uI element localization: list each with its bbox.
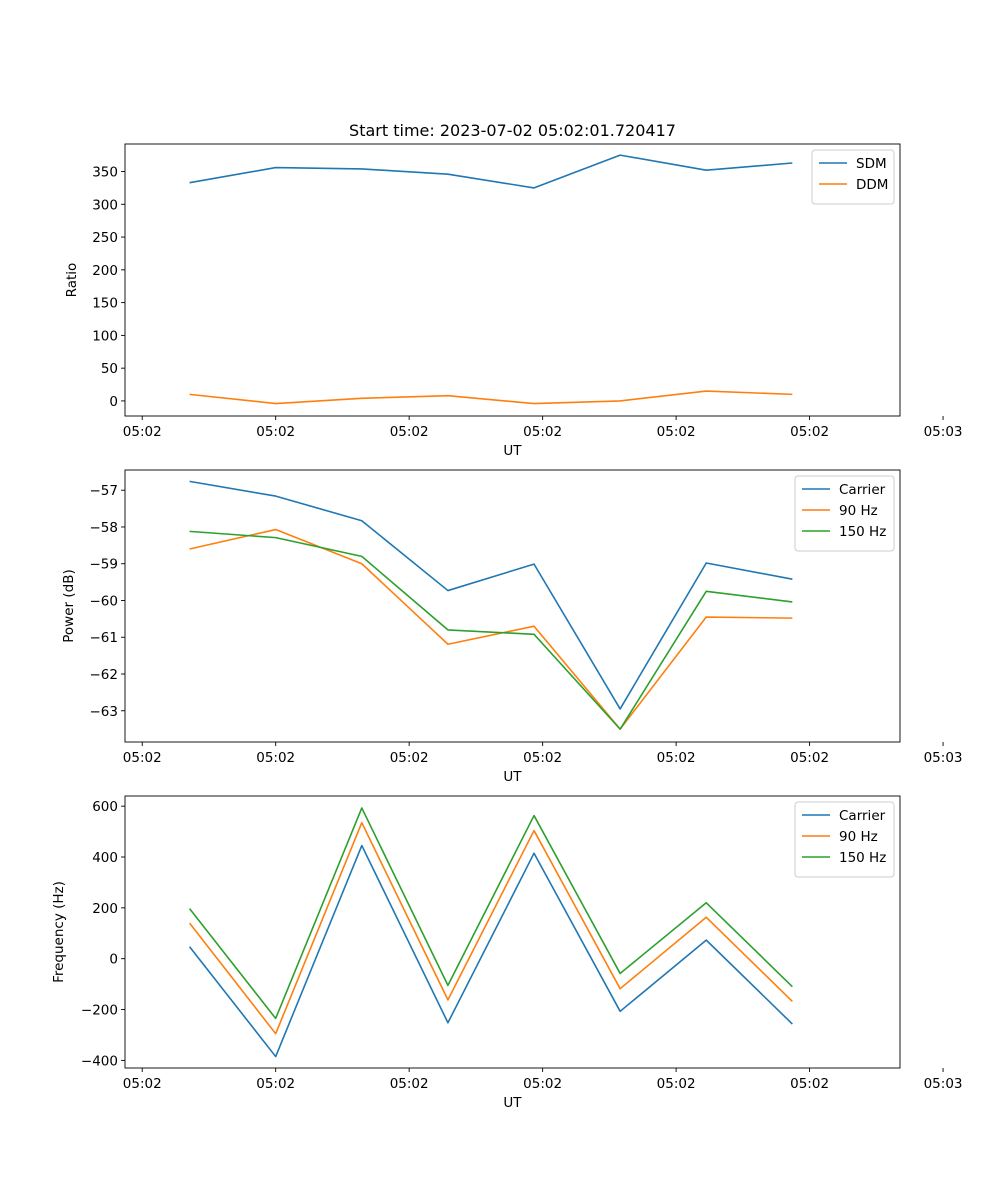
- x-tick-label: 05:02: [123, 1076, 162, 1092]
- y-tick-label: −57: [90, 483, 119, 499]
- y-axis-label: Frequency (Hz): [51, 881, 67, 983]
- x-tick-label: 05:03: [924, 424, 963, 440]
- chart-title: Start time: 2023-07-02 05:02:01.720417: [349, 121, 676, 140]
- y-tick-label: −63: [90, 704, 119, 720]
- legend-label: 150 Hz: [839, 850, 886, 866]
- y-tick-label: 100: [92, 328, 118, 344]
- x-tick-label: 05:02: [790, 424, 829, 440]
- legend-label: SDM: [856, 156, 887, 172]
- ratio-panel: 05:02 05:02 05:02 05:02 05:02 05:02 05:03 0 50 10…: [64, 143, 963, 459]
- y-tick-label: 400: [92, 850, 118, 866]
- y-tick-label: 200: [92, 901, 118, 917]
- series-line-sdm: [189, 154, 793, 189]
- y-tick-label: 50: [101, 361, 118, 377]
- series-line-ddm: [189, 390, 793, 405]
- axes-frame: [124, 795, 901, 1069]
- axes-frame: [124, 469, 901, 743]
- legend-label: DDM: [856, 177, 888, 193]
- x-tick-label: 05:03: [924, 1076, 963, 1092]
- x-tick-label: 05:02: [657, 1076, 696, 1092]
- x-axis-label: UT: [503, 1095, 522, 1111]
- y-tick-label: 0: [109, 952, 118, 968]
- series-line-carrier: [189, 480, 793, 710]
- legend-label: 150 Hz: [839, 524, 886, 540]
- x-tick-label: 05:02: [390, 424, 429, 440]
- axes-frame: [124, 143, 901, 417]
- y-tick-label: −58: [90, 520, 119, 536]
- x-tick-label: 05:02: [390, 1076, 429, 1092]
- x-tick-label: 05:02: [657, 424, 696, 440]
- x-tick-label: 05:02: [790, 750, 829, 766]
- legend: Carrier 90 Hz 150 Hz: [794, 801, 895, 878]
- legend-box: [794, 801, 895, 878]
- y-axis-label: Ratio: [64, 263, 80, 298]
- legend-box: [794, 475, 895, 552]
- y-tick-label: −59: [90, 557, 119, 573]
- x-axis-label: UT: [503, 769, 522, 785]
- legend-label: 90 Hz: [839, 503, 878, 519]
- series-line-150-hz: [188, 807, 793, 1020]
- legend-label: 90 Hz: [839, 829, 878, 845]
- y-tick-label: 200: [92, 263, 118, 279]
- series-line-150-hz: [189, 530, 793, 730]
- series-line-90-hz: [188, 821, 793, 1035]
- legend: Carrier 90 Hz 150 Hz: [794, 475, 895, 552]
- x-tick-label: 05:02: [790, 1076, 829, 1092]
- y-tick-label: −61: [90, 630, 119, 646]
- x-tick-label: 05:02: [256, 424, 295, 440]
- x-tick-label: 05:02: [256, 1076, 295, 1092]
- y-tick-label: −62: [90, 667, 119, 683]
- x-axis-label: UT: [503, 443, 522, 459]
- y-tick-label: −400: [81, 1053, 118, 1069]
- series-line-carrier: [188, 844, 793, 1058]
- y-axis-label: Power (dB): [61, 569, 77, 642]
- y-tick-label: −60: [90, 593, 119, 609]
- x-tick-label: 05:02: [523, 424, 562, 440]
- x-tick-label: 05:02: [657, 750, 696, 766]
- power-panel: 05:02 05:02 05:02 05:02 05:02 05:02 05:03 −63 −6…: [61, 469, 963, 785]
- legend-label: Carrier: [839, 482, 886, 498]
- x-tick-label: 05:02: [256, 750, 295, 766]
- y-tick-label: 250: [92, 230, 118, 246]
- y-tick-label: −200: [81, 1003, 118, 1019]
- y-tick-label: 0: [109, 394, 118, 410]
- x-tick-label: 05:02: [523, 1076, 562, 1092]
- x-tick-label: 05:02: [123, 750, 162, 766]
- y-tick-label: 600: [92, 799, 118, 815]
- series-line-90-hz: [189, 528, 793, 730]
- frequency-panel: 05:02 05:02 05:02 05:02 05:02 05:02 05:03 −400 −…: [51, 795, 963, 1111]
- x-tick-label: 05:02: [523, 750, 562, 766]
- y-tick-label: 300: [92, 197, 118, 213]
- x-tick-label: 05:02: [123, 424, 162, 440]
- x-tick-label: 05:03: [924, 750, 963, 766]
- y-tick-label: 350: [92, 165, 118, 181]
- legend-label: Carrier: [839, 808, 886, 824]
- legend: SDM DDM: [811, 149, 895, 205]
- x-tick-label: 05:02: [390, 750, 429, 766]
- y-tick-label: 150: [92, 296, 118, 312]
